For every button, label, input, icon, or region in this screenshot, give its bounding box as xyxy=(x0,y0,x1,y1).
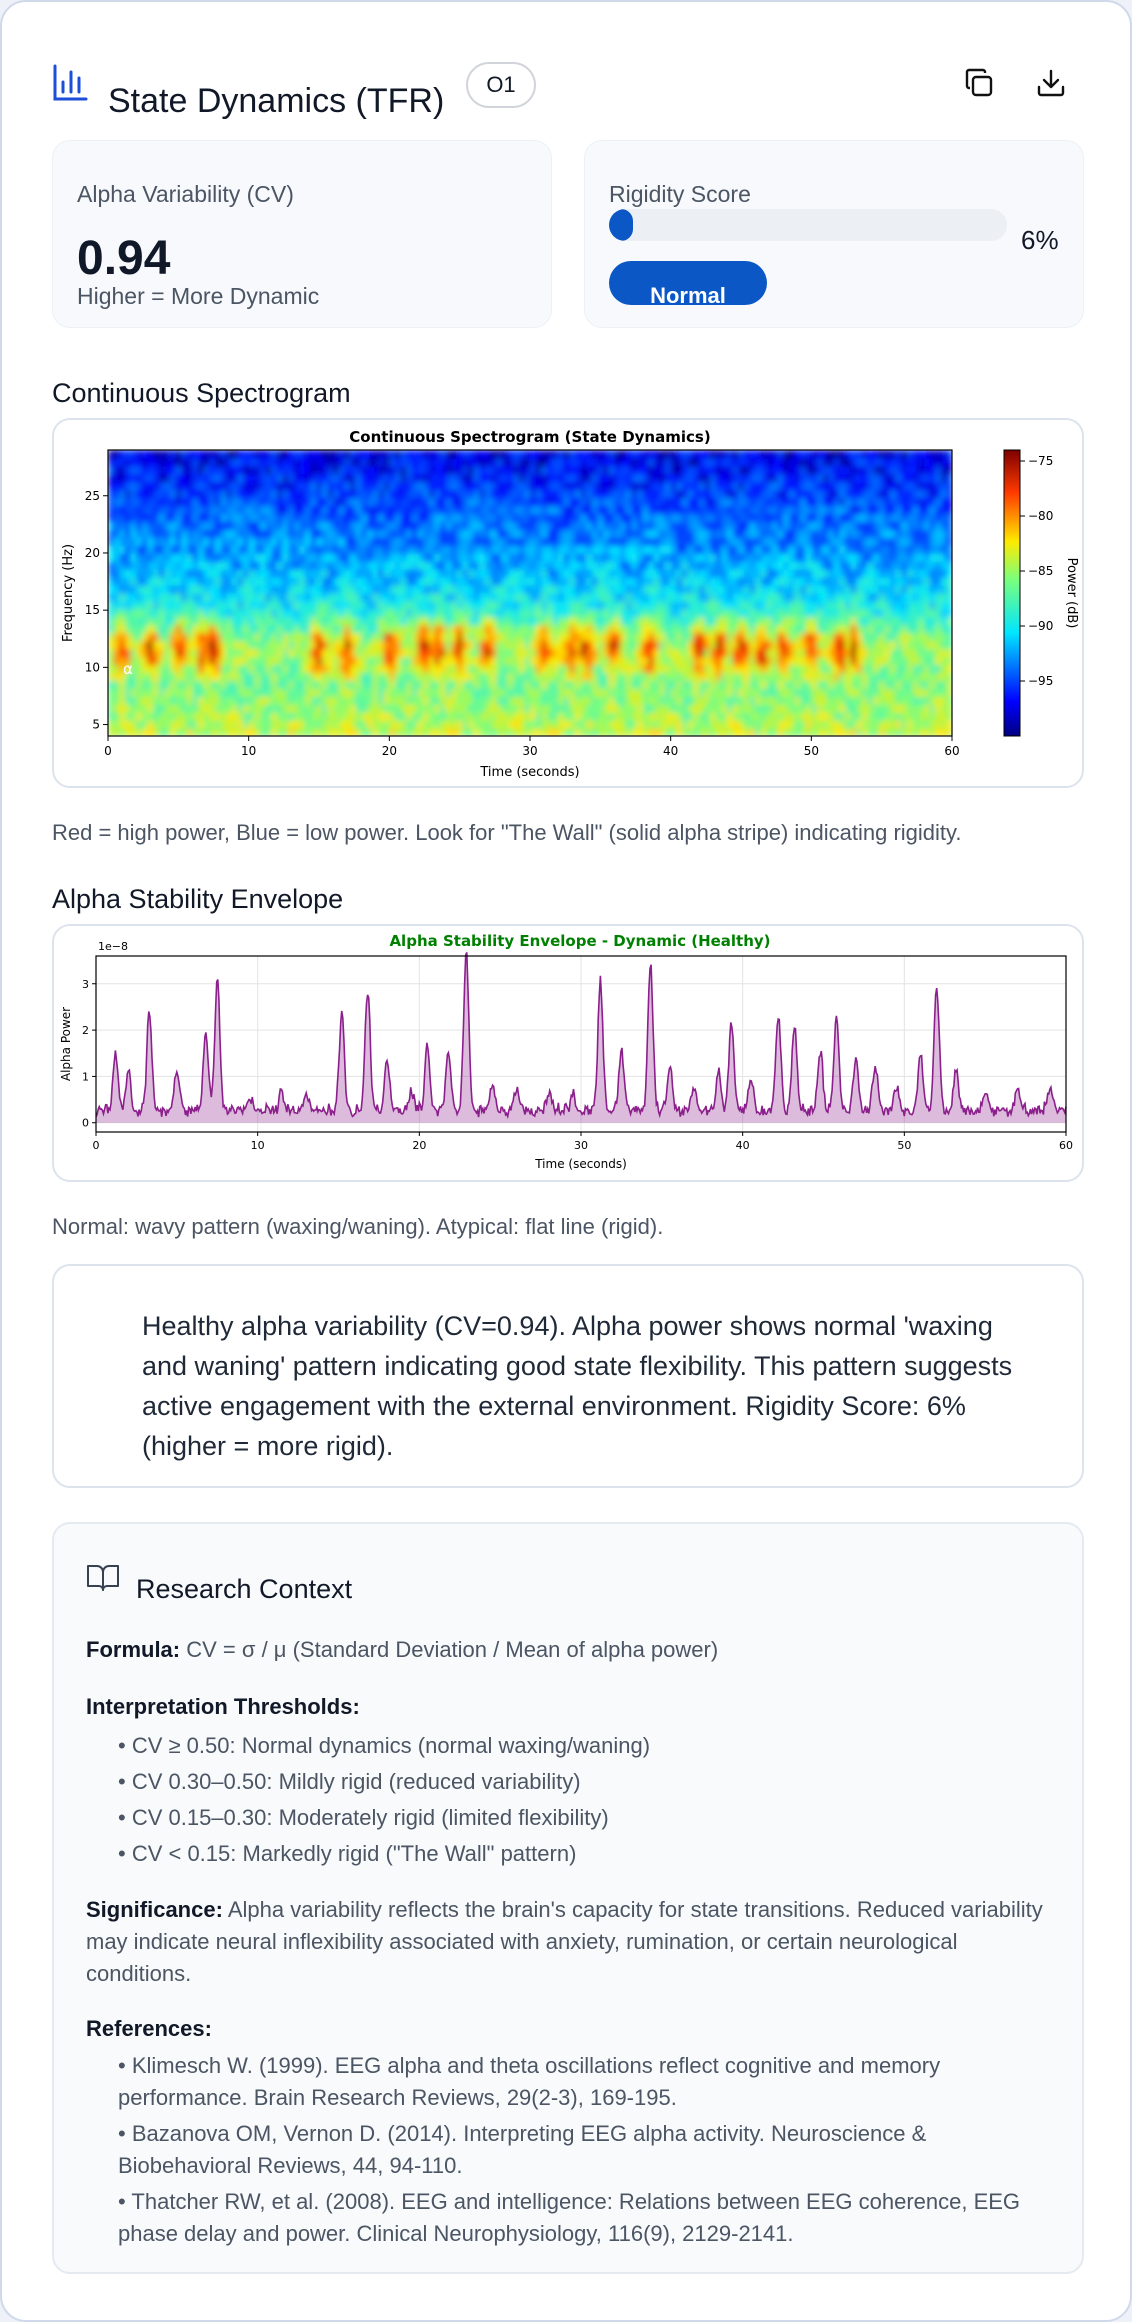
x-tick-label: 10 xyxy=(241,744,256,758)
significance-row: Significance: Alpha variability reflects… xyxy=(86,1894,1056,1990)
x-tick-label: 30 xyxy=(522,744,537,758)
reference-item: • Thatcher RW, et al. (2008). EEG and in… xyxy=(118,2189,1021,2246)
spectrogram-section-title: Continuous Spectrogram xyxy=(52,378,351,408)
x-tick-label: 60 xyxy=(1059,1139,1073,1152)
page-title: State Dynamics (TFR) xyxy=(108,82,445,120)
thresholds-title: Interpretation Thresholds: xyxy=(86,1694,360,1719)
copy-icon xyxy=(965,68,993,97)
colorbar-tick-label: −90 xyxy=(1028,619,1053,633)
y-tick-label: 1 xyxy=(82,1070,89,1083)
y-tick-label: 20 xyxy=(85,546,100,560)
rigidity-score-card: Rigidity Score 6% Normal xyxy=(584,140,1084,328)
rigidity-score-label: Rigidity Score xyxy=(609,181,751,207)
formula-text: CV = σ / μ (Standard Deviation / Mean of… xyxy=(186,1637,719,1662)
x-tick-label: 60 xyxy=(944,744,959,758)
formula-label: Formula: xyxy=(86,1637,181,1662)
status-badge: Normal xyxy=(609,261,767,305)
book-icon xyxy=(87,1565,119,1591)
spectrogram-chart: Continuous Spectrogram (State Dynamics) … xyxy=(61,428,1079,780)
y-tick-label: 0 xyxy=(82,1117,89,1130)
significance-label: Significance: xyxy=(86,1897,223,1922)
spectrogram-ylabel: Frequency (Hz) xyxy=(61,544,76,642)
summary-text: Healthy alpha variability (CV=0.94). Alp… xyxy=(142,1311,1013,1461)
envelope-area xyxy=(96,952,1066,1123)
spectrogram-xlabel: Time (seconds) xyxy=(479,765,579,780)
y-tick-label: 5 xyxy=(92,718,100,732)
threshold-item: • CV ≥ 0.50: Normal dynamics (normal wax… xyxy=(118,1733,651,1758)
alpha-band-annotation: α xyxy=(123,660,133,678)
rigidity-progress-bar xyxy=(609,209,1007,241)
envelope-caption: Normal: wavy pattern (waxing/waning). At… xyxy=(52,1214,664,1239)
spectrogram-plot: Continuous Spectrogram (State Dynamics) … xyxy=(52,418,1084,788)
reference-item: • Klimesch W. (1999). EEG alpha and thet… xyxy=(118,2053,941,2110)
colorbar-tick-label: −95 xyxy=(1028,674,1053,688)
envelope-chart: Alpha Stability Envelope - Dynamic (Heal… xyxy=(59,932,1073,1171)
colorbar-label: Power (dB) xyxy=(1064,558,1079,629)
formula-row: Formula: CV = σ / μ (Standard Deviation … xyxy=(86,1634,1056,1666)
x-tick-label: 40 xyxy=(736,1139,750,1152)
research-context-panel: Research Context Formula: CV = σ / μ (St… xyxy=(52,1522,1084,2274)
x-tick-label: 40 xyxy=(663,744,678,758)
significance-text: Alpha variability reflects the brain's c… xyxy=(86,1897,1043,1986)
channel-selector[interactable]: O1 xyxy=(466,62,536,108)
spectrogram-caption: Red = high power, Blue = low power. Look… xyxy=(52,820,962,845)
y-tick-label: 3 xyxy=(82,978,89,991)
alpha-variability-hint: Higher = More Dynamic xyxy=(77,283,320,309)
x-tick-label: 50 xyxy=(897,1139,911,1152)
bar-chart-icon xyxy=(53,64,88,101)
y-tick-label: 15 xyxy=(85,603,100,617)
alpha-variability-value: 0.94 xyxy=(77,232,171,285)
colorbar xyxy=(1003,449,1021,737)
threshold-item: • CV 0.15–0.30: Moderately rigid (limite… xyxy=(118,1805,609,1830)
envelope-section-title: Alpha Stability Envelope xyxy=(52,884,344,914)
envelope-title: Alpha Stability Envelope - Dynamic (Heal… xyxy=(389,932,770,950)
envelope-line xyxy=(95,952,1067,1120)
threshold-item: • CV < 0.15: Markedly rigid ("The Wall" … xyxy=(118,1841,577,1866)
spectrogram-title: Continuous Spectrogram (State Dynamics) xyxy=(349,428,710,446)
research-title: Research Context xyxy=(136,1574,353,1604)
copy-button[interactable] xyxy=(960,64,998,102)
envelope-xlabel: Time (seconds) xyxy=(534,1157,627,1171)
colorbar-tick-label: −75 xyxy=(1028,454,1053,468)
x-tick-label: 50 xyxy=(804,744,819,758)
x-tick-label: 20 xyxy=(412,1139,426,1152)
download-button[interactable] xyxy=(1032,64,1070,102)
threshold-item: • CV 0.30–0.50: Mildly rigid (reduced va… xyxy=(118,1769,581,1794)
y-tick-label: 25 xyxy=(85,489,100,503)
colorbar-tick-label: −80 xyxy=(1028,509,1053,523)
alpha-variability-label: Alpha Variability (CV) xyxy=(77,181,294,207)
y-tick-label: 2 xyxy=(82,1024,89,1037)
envelope-plot: Alpha Stability Envelope - Dynamic (Heal… xyxy=(52,924,1084,1182)
references-title: References: xyxy=(86,2016,212,2041)
y-tick-label: 10 xyxy=(85,660,100,674)
x-tick-label: 0 xyxy=(104,744,112,758)
x-tick-label: 20 xyxy=(382,744,397,758)
x-tick-label: 10 xyxy=(251,1139,265,1152)
interpretation-summary: Healthy alpha variability (CV=0.94). Alp… xyxy=(52,1264,1084,1488)
reference-item: • Bazanova OM, Vernon D. (2014). Interpr… xyxy=(118,2121,927,2178)
rigidity-score-percent: 6% xyxy=(1021,225,1059,255)
colorbar-tick-label: −85 xyxy=(1028,564,1053,578)
rigidity-progress-fill xyxy=(609,209,633,241)
x-tick-label: 30 xyxy=(574,1139,588,1152)
alpha-variability-card: Alpha Variability (CV) 0.94 Higher = Mor… xyxy=(52,140,552,328)
x-tick-label: 0 xyxy=(93,1139,100,1152)
download-icon xyxy=(1037,69,1065,97)
envelope-offset-label: 1e−8 xyxy=(98,940,128,953)
envelope-ylabel: Alpha Power xyxy=(59,1007,73,1081)
